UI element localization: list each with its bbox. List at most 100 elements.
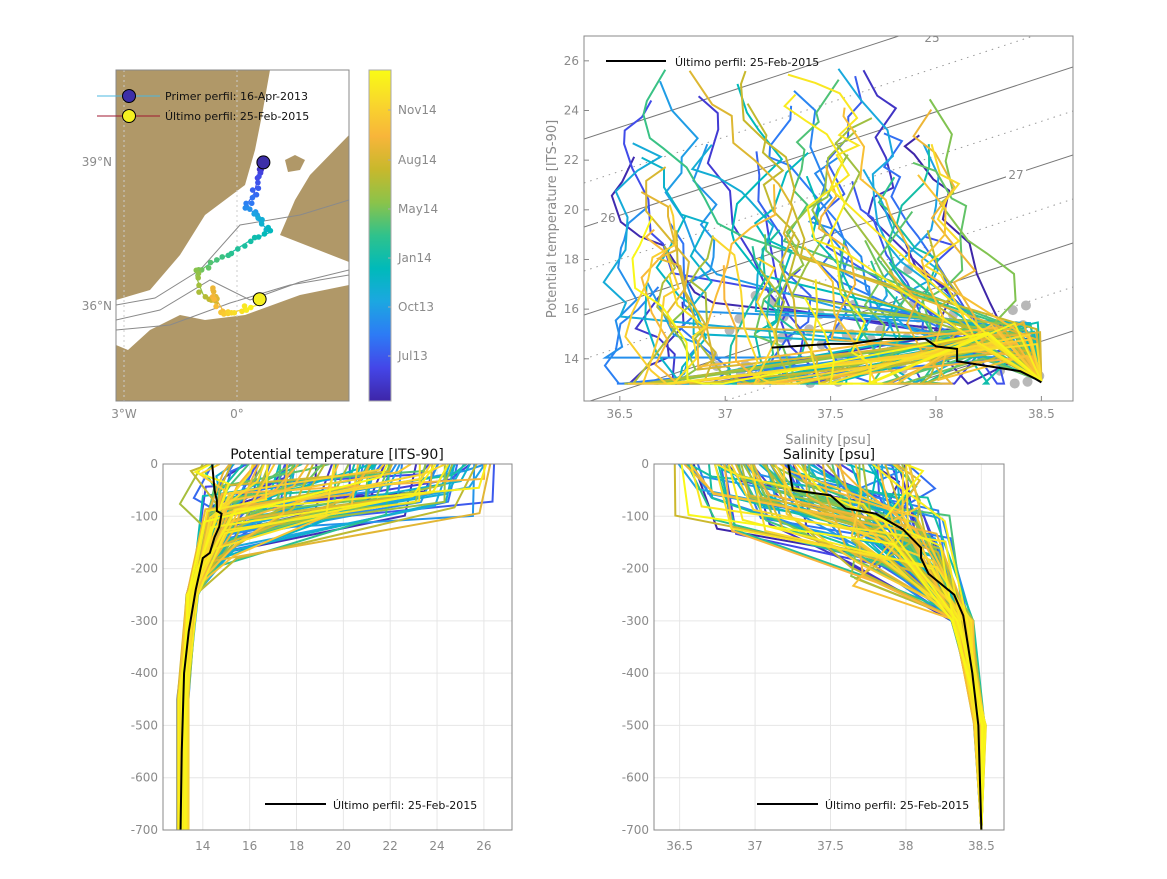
xtick-label: 36.5 — [666, 839, 693, 853]
ts-profile-line — [837, 68, 1043, 382]
profile-point — [249, 194, 256, 201]
salinity-profile-panel: 36.5 37 37.5 38 38.5 0 -100 -200 -300 -400 -500 -60… — [622, 447, 1005, 853]
last-profile-marker — [252, 292, 267, 307]
colorbar-tick-label: Oct13 — [398, 300, 434, 314]
ts-profile-line — [688, 70, 1043, 382]
profile-point — [221, 311, 227, 317]
ts-xtick-label: 38.5 — [1028, 407, 1055, 421]
profile-line — [183, 464, 231, 830]
ts-ytick-label: 14 — [564, 352, 579, 366]
profile-point — [253, 191, 260, 198]
isobath — [116, 199, 349, 306]
profile-point — [246, 206, 253, 212]
first-profile-marker — [256, 155, 271, 170]
ts-profile-line — [912, 161, 1043, 382]
isopycnal-label-bg — [598, 211, 618, 225]
ts-profile-line — [787, 73, 1043, 382]
isobath — [116, 274, 349, 331]
sal-title: Salinity [psu] — [783, 447, 875, 463]
ts-ytick-label: 16 — [564, 302, 579, 316]
ts-profile-line — [842, 107, 1043, 382]
ts-ytick-label: 24 — [564, 103, 579, 117]
map-ytick: 36°N — [82, 299, 112, 313]
ytick-label: -400 — [622, 666, 649, 680]
xtick-label: 37.5 — [817, 839, 844, 853]
profile-line — [185, 464, 488, 830]
temperature-profile-panel: 14 16 18 20 22 24 26 0 -100 -200 -300 -400 -500 -600 -… — [131, 447, 513, 853]
profile-point — [242, 205, 249, 211]
ytick-label: -100 — [622, 509, 649, 523]
gray-point — [1009, 378, 1020, 389]
sea — [116, 70, 349, 350]
xtick-label: 37 — [747, 839, 762, 853]
ytick-label: -300 — [622, 614, 649, 628]
ts-last-profile — [771, 337, 1042, 384]
temp-title: Potential temperature [ITS-90] — [230, 447, 444, 463]
profile-point — [261, 231, 268, 237]
colorbar-tick-label: May14 — [398, 202, 438, 216]
isopycnal-label: 27 — [1008, 168, 1023, 182]
xtick-label: 38.5 — [968, 839, 995, 853]
ts-profile-line — [641, 156, 1043, 382]
profile-point — [205, 265, 212, 271]
xtick-label: 38 — [898, 839, 913, 853]
colorbar-tick-label: Jul13 — [397, 349, 428, 363]
ts-profile-line — [753, 151, 1043, 382]
ytick-label: -500 — [131, 718, 158, 732]
ts-profile-line — [805, 175, 1043, 385]
ts-profile-line — [711, 235, 1043, 385]
isopycnal-label-bg — [922, 36, 942, 45]
profile-point — [248, 200, 255, 207]
ts-ylabel: Potential temperature [ITS-90] — [545, 120, 560, 318]
xtick-label: 26 — [476, 839, 491, 853]
ts-ytick-label: 26 — [564, 54, 579, 68]
profile-point — [242, 243, 248, 249]
profile-point — [196, 282, 202, 289]
ts-profile-line — [803, 297, 1043, 385]
ytick-label: 0 — [641, 457, 649, 471]
map-frame — [115, 69, 350, 402]
colorbar-tick-label: Jan14 — [397, 251, 432, 265]
profile-point — [196, 289, 202, 295]
profile-point — [258, 221, 265, 227]
ts-profile-line — [645, 166, 1043, 382]
ts-profile-line — [928, 98, 1043, 382]
sal-legend-label: Último perfil: 25-Feb-2015 — [825, 799, 969, 812]
profile-point — [207, 259, 214, 266]
ts-xtick-label: 37.5 — [817, 407, 844, 421]
ytick-label: -700 — [622, 823, 649, 837]
ytick-label: -300 — [131, 614, 158, 628]
ts-profile-line — [640, 191, 1043, 382]
gray-point — [903, 264, 914, 275]
ytick-label: -200 — [622, 562, 649, 576]
profile-point — [247, 238, 254, 245]
isopycnal — [588, 242, 1073, 401]
profile-point — [219, 254, 226, 260]
profile-point — [255, 179, 261, 186]
ts-ytick-label: 22 — [564, 153, 579, 167]
xtick-label: 14 — [195, 839, 210, 853]
sal-frame — [653, 463, 1005, 831]
profile-line — [680, 464, 984, 830]
xtick-label: 18 — [289, 839, 304, 853]
profile-point — [235, 246, 241, 252]
profile-point — [195, 270, 202, 277]
last-profile-line — [179, 464, 223, 830]
ts-profile-line — [685, 143, 1043, 382]
profile-point — [213, 257, 220, 263]
map-xtick: 0° — [230, 407, 244, 421]
ts-profile-line — [675, 230, 1043, 385]
ts-profile-line — [646, 281, 1043, 385]
xtick-label: 24 — [429, 839, 444, 853]
ts-xtick-label: 38 — [928, 407, 943, 421]
ts-profile-line — [696, 184, 1043, 382]
ts-ytick-label: 20 — [564, 203, 579, 217]
island — [285, 155, 305, 172]
ytick-label: -400 — [131, 666, 158, 680]
ytick-label: -600 — [131, 771, 158, 785]
profile-point — [267, 227, 274, 234]
colorbar-tick-label: Aug14 — [398, 153, 437, 167]
ts-profile-line — [753, 257, 1043, 385]
profile-point — [251, 211, 257, 217]
